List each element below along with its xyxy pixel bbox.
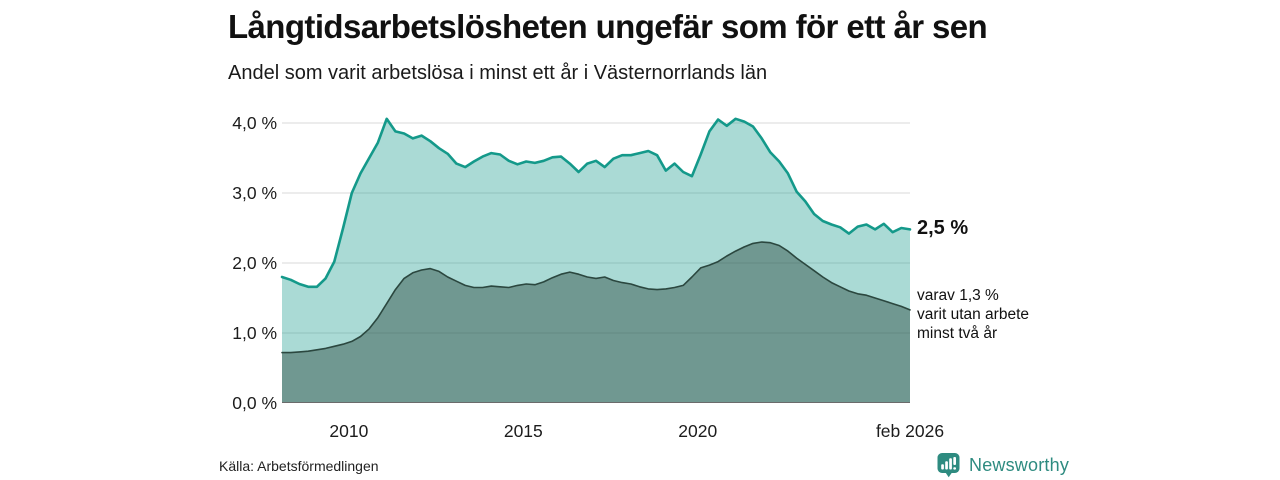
area-chart-plot <box>280 117 912 404</box>
series2-annotation: varav 1,3 % varit utan arbete minst två … <box>917 286 1029 343</box>
y-tick-label: 1,0 % <box>232 323 277 343</box>
annotation-line: minst två år <box>917 325 998 342</box>
x-tick-label: 2015 <box>503 421 543 441</box>
series-end-value-label: 2,5 % <box>917 217 969 239</box>
y-tick-label: 4,0 % <box>232 113 277 133</box>
y-tick-label: 0,0 % <box>232 393 277 413</box>
newsworthy-bar-chart-icon <box>937 453 960 478</box>
x-tick-label: feb 2026 <box>875 421 945 441</box>
y-tick-label: 2,0 % <box>232 253 277 273</box>
chart-subtitle: Andel som varit arbetslösa i minst ett å… <box>228 62 768 84</box>
page-title: Långtidsarbetslösheten ungefär som för e… <box>228 8 988 45</box>
y-tick-label: 3,0 % <box>232 183 277 203</box>
annotation-line: varav 1,3 % <box>917 287 999 304</box>
newsworthy-wordmark: Newsworthy <box>969 454 1070 475</box>
x-tick-label: 2020 <box>678 421 718 441</box>
source-note: Källa: Arbetsförmedlingen <box>219 458 379 474</box>
x-tick-label: 2010 <box>329 421 369 441</box>
newsworthy-logo[interactable]: Newsworthy <box>936 452 1069 478</box>
annotation-line: varit utan arbete <box>917 306 1030 323</box>
